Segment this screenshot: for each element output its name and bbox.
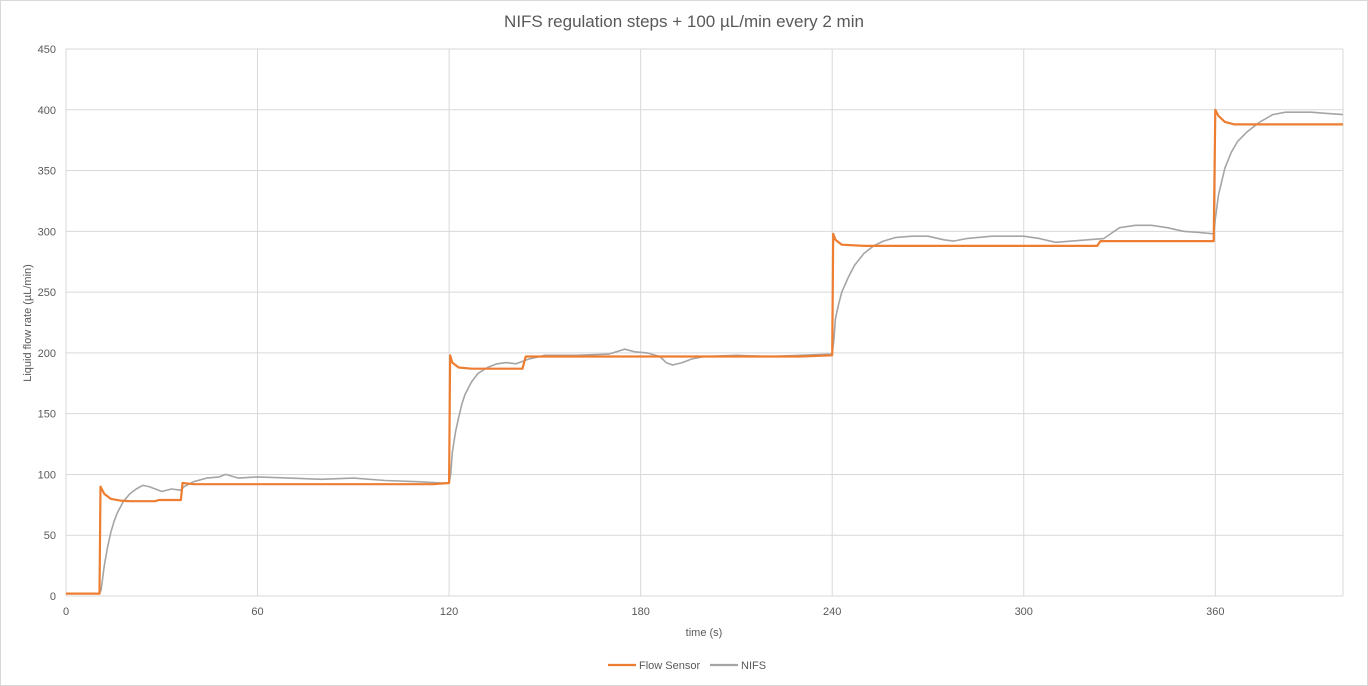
x-tick-label: 300 bbox=[1015, 606, 1033, 618]
x-tick-labels: 0 60 120 180 240 300 360 bbox=[63, 606, 1225, 618]
legend-label: NIFS bbox=[741, 660, 766, 672]
x-tick-label: 120 bbox=[440, 606, 458, 618]
y-tick-labels: 0 50 100 150 200 250 300 350 400 450 bbox=[38, 44, 56, 603]
y-tick-label: 250 bbox=[38, 287, 56, 299]
y-tick-label: 350 bbox=[38, 166, 56, 178]
series-lines bbox=[66, 108, 1344, 595]
x-tick-label: 360 bbox=[1206, 606, 1224, 618]
legend: Flow Sensor NIFS bbox=[608, 660, 766, 672]
x-tick-label: 180 bbox=[631, 606, 649, 618]
y-tick-label: 200 bbox=[38, 348, 56, 360]
y-tick-label: 0 bbox=[50, 591, 56, 603]
y-tick-label: 450 bbox=[38, 44, 56, 56]
legend-label: Flow Sensor bbox=[639, 660, 700, 672]
series-line-flow-sensor bbox=[66, 108, 1343, 595]
y-tick-label: 300 bbox=[38, 226, 56, 238]
x-axis-title: time (s) bbox=[686, 627, 723, 639]
gridlines bbox=[65, 48, 1344, 597]
y-tick-label: 100 bbox=[38, 469, 56, 481]
y-tick-label: 150 bbox=[38, 409, 56, 421]
x-tick-label: 60 bbox=[251, 606, 263, 618]
y-tick-label: 400 bbox=[38, 105, 56, 117]
x-tick-label: 0 bbox=[63, 606, 69, 618]
y-axis-title: Liquid flow rate (µL/min) bbox=[22, 264, 34, 382]
y-tick-label: 50 bbox=[44, 530, 56, 542]
x-tick-label: 240 bbox=[823, 606, 841, 618]
chart-title: NIFS regulation steps + 100 µL/min every… bbox=[504, 12, 864, 31]
